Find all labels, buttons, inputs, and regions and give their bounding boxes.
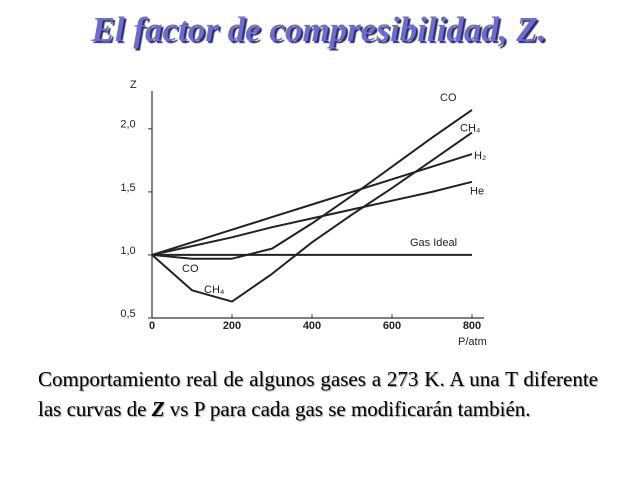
y-tick-label: 2,0 <box>120 119 135 131</box>
x-tick-label: 200 <box>223 320 241 332</box>
y-tick-label: 0,5 <box>120 308 135 320</box>
series-line <box>151 109 473 260</box>
series-line <box>151 131 473 303</box>
series-label: CO <box>182 263 199 275</box>
y-tick-label: 1,5 <box>120 182 135 194</box>
series-label: CH₄ <box>460 123 481 135</box>
y-axis-label: Z <box>130 79 137 91</box>
x-tick-label: 400 <box>303 320 321 332</box>
x-tick-label: 600 <box>383 320 401 332</box>
chart: Z P/atm 0,5 1,0 1,5 2,0 0 200 400 600 800 CO CH₄ H₂… <box>120 79 487 348</box>
slide-title: El factor de compresibilidad, Z. <box>91 10 547 49</box>
x-tick-label: 800 <box>463 320 481 332</box>
caption-text: vs P para cada gas se modificarán tambié… <box>164 397 531 421</box>
caption-text: Comportamiento real de algunos gases a 2… <box>38 367 598 421</box>
x-tick-label: 0 <box>149 320 155 332</box>
series-line <box>151 180 473 256</box>
series-line <box>151 153 473 256</box>
caption-variable: Z <box>151 397 165 421</box>
series-label: He <box>470 186 484 198</box>
series-label: CH₄ <box>204 284 225 296</box>
series-label: Gas Ideal <box>410 237 457 249</box>
series-label: CO <box>440 92 457 104</box>
caption: Comportamiento real de algunos gases a 2… <box>38 364 598 424</box>
x-axis-label: P/atm <box>458 336 487 348</box>
y-tick-label: 1,0 <box>120 245 135 257</box>
series-label: H₂ <box>474 150 486 162</box>
